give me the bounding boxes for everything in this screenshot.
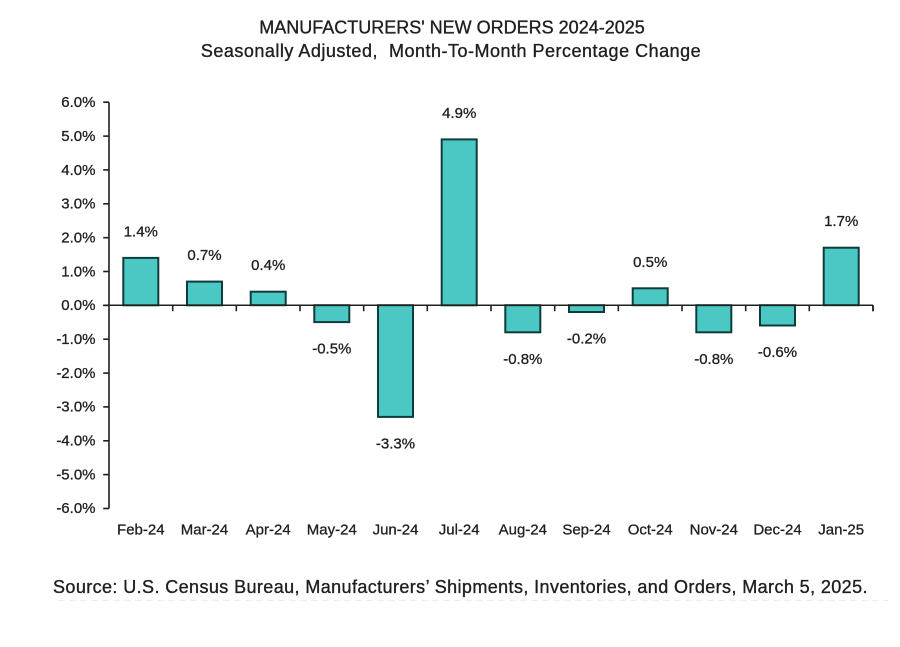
svg-text:Sep-24: Sep-24 — [562, 521, 610, 538]
svg-text:May-24: May-24 — [307, 521, 357, 538]
svg-text:-5.0%: -5.0% — [56, 466, 95, 483]
svg-text:Oct-24: Oct-24 — [628, 521, 673, 538]
svg-text:-0.8%: -0.8% — [503, 351, 542, 368]
svg-text:-1.0%: -1.0% — [56, 331, 95, 348]
svg-text:Mar-24: Mar-24 — [181, 521, 229, 538]
svg-text:Feb-24: Feb-24 — [117, 521, 165, 538]
svg-text:MANUFACTURERS' NEW ORDERS 2024: MANUFACTURERS' NEW ORDERS 2024-2025 — [259, 18, 645, 38]
svg-text:-3.0%: -3.0% — [56, 399, 95, 416]
svg-text:0.0%: 0.0% — [61, 297, 95, 314]
svg-text:-6.0%: -6.0% — [56, 500, 95, 517]
svg-text:3.0%: 3.0% — [61, 196, 95, 213]
svg-text:2.0%: 2.0% — [61, 230, 95, 247]
svg-text:4.9%: 4.9% — [442, 105, 476, 122]
svg-text:-4.0%: -4.0% — [56, 433, 95, 450]
svg-text:1.4%: 1.4% — [124, 223, 158, 240]
svg-text:Aug-24: Aug-24 — [499, 521, 547, 538]
svg-text:-3.3%: -3.3% — [376, 436, 415, 453]
svg-text:4.0%: 4.0% — [61, 162, 95, 179]
svg-text:0.7%: 0.7% — [187, 247, 221, 264]
svg-text:Jun-24: Jun-24 — [373, 521, 419, 538]
svg-text:Nov-24: Nov-24 — [690, 521, 738, 538]
svg-text:1.0%: 1.0% — [61, 263, 95, 280]
svg-text:0.4%: 0.4% — [251, 257, 285, 274]
svg-text:Jul-24: Jul-24 — [439, 521, 480, 538]
svg-text:1.7%: 1.7% — [824, 213, 858, 230]
svg-text:5.0%: 5.0% — [61, 128, 95, 145]
svg-text:Apr-24: Apr-24 — [246, 521, 291, 538]
svg-text:-0.8%: -0.8% — [694, 351, 733, 368]
svg-text:-0.2%: -0.2% — [567, 331, 606, 348]
svg-text:Source: U.S. Census Bureau, Ma: Source: U.S. Census Bureau, Manufacturer… — [53, 577, 868, 597]
svg-text:-0.6%: -0.6% — [758, 344, 797, 361]
svg-text:6.0%: 6.0% — [61, 94, 95, 111]
svg-text:0.5%: 0.5% — [633, 254, 667, 271]
svg-text:-0.5%: -0.5% — [312, 341, 351, 358]
svg-text:Jan-25: Jan-25 — [818, 521, 864, 538]
svg-text:Seasonally Adjusted, Month-To: Seasonally Adjusted, Month-To-Month Perc… — [201, 41, 701, 61]
svg-text:Dec-24: Dec-24 — [753, 521, 801, 538]
svg-text:-2.0%: -2.0% — [56, 365, 95, 382]
